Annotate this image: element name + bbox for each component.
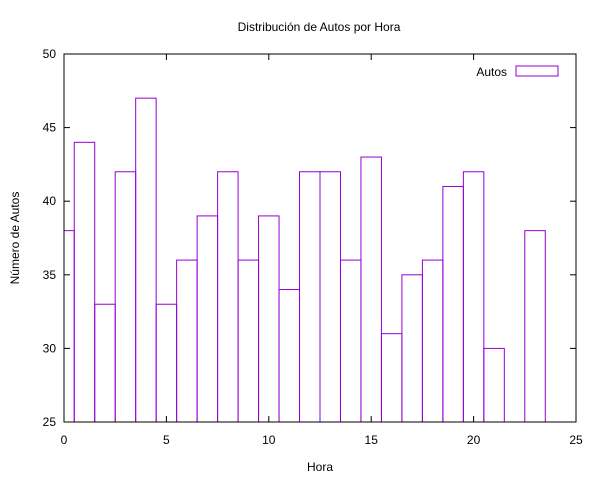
bar-hour-3 xyxy=(115,172,135,422)
chart-title: Distribución de Autos por Hora xyxy=(238,20,401,34)
bar-hour-15 xyxy=(361,157,381,422)
bar-hour-17 xyxy=(402,275,422,422)
bar-hour-9 xyxy=(238,260,258,422)
y-tick-label: 50 xyxy=(43,47,57,61)
x-tick-label: 0 xyxy=(61,433,68,447)
bar-hour-19 xyxy=(443,186,463,422)
x-tick-label: 20 xyxy=(467,433,481,447)
y-tick-label: 30 xyxy=(43,341,57,355)
y-tick-label: 45 xyxy=(43,121,57,135)
bar-hour-14 xyxy=(340,260,360,422)
bar-hour-23 xyxy=(525,231,545,422)
x-tick-label: 10 xyxy=(262,433,276,447)
bar-hour-4 xyxy=(136,98,156,422)
bar-hour-2 xyxy=(95,304,115,422)
x-tick-label: 15 xyxy=(365,433,379,447)
x-tick-label: 5 xyxy=(163,433,170,447)
bar-hour-21 xyxy=(484,348,504,422)
legend-swatch xyxy=(516,66,558,76)
bars-group xyxy=(64,98,545,422)
bar-hour-7 xyxy=(197,216,217,422)
bar-hour-0 xyxy=(64,231,74,422)
y-axis-title: Número de Autos xyxy=(8,192,22,285)
x-tick-label: 25 xyxy=(569,433,583,447)
y-tick-label: 35 xyxy=(43,268,57,282)
bar-hour-12 xyxy=(300,172,320,422)
bar-hour-10 xyxy=(259,216,279,422)
y-axis: 25 30 35 40 45 50 xyxy=(43,47,576,429)
y-tick-label: 40 xyxy=(43,194,57,208)
bar-hour-16 xyxy=(381,334,401,422)
legend: Autos xyxy=(476,65,558,79)
bar-hour-8 xyxy=(218,172,238,422)
y-tick-label: 25 xyxy=(43,415,57,429)
bar-hour-5 xyxy=(156,304,176,422)
legend-label: Autos xyxy=(476,65,507,79)
bar-hour-1 xyxy=(74,142,94,422)
bar-hour-13 xyxy=(320,172,340,422)
bar-hour-11 xyxy=(279,290,299,422)
x-axis-title: Hora xyxy=(307,460,333,474)
bar-hour-18 xyxy=(422,260,442,422)
bar-hour-20 xyxy=(463,172,483,422)
bar-hour-6 xyxy=(177,260,197,422)
